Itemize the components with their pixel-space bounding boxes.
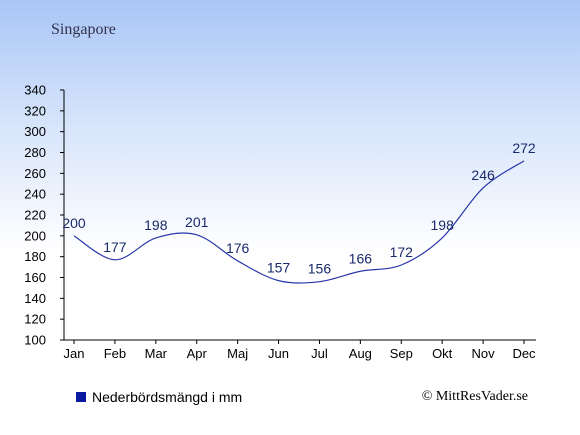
y-tick-label: 140 bbox=[24, 291, 46, 306]
y-tick-label: 340 bbox=[24, 83, 46, 98]
data-label: 166 bbox=[349, 250, 373, 266]
y-tick-label: 200 bbox=[24, 228, 46, 243]
data-label: 201 bbox=[185, 214, 209, 230]
location-title: Singapore bbox=[51, 21, 116, 38]
y-tick-label: 180 bbox=[24, 249, 46, 264]
x-tick-label: Feb bbox=[104, 346, 126, 361]
data-label: 246 bbox=[471, 167, 495, 183]
y-tick-label: 220 bbox=[24, 208, 46, 223]
x-tick-label: Sep bbox=[390, 346, 413, 361]
credit-text: © MittResVader.se bbox=[421, 389, 528, 404]
data-label: 198 bbox=[431, 217, 455, 233]
data-label: 176 bbox=[226, 240, 250, 256]
data-label: 177 bbox=[103, 239, 127, 255]
y-tick-label: 160 bbox=[24, 270, 46, 285]
y-tick-label: 260 bbox=[24, 166, 46, 181]
y-tick-label: 100 bbox=[24, 333, 46, 348]
x-tick-label: Aug bbox=[349, 346, 372, 361]
y-tick-label: 240 bbox=[24, 187, 46, 202]
x-tick-label: Jan bbox=[64, 346, 85, 361]
data-label: 157 bbox=[267, 260, 291, 276]
x-tick-label: Dec bbox=[512, 346, 536, 361]
x-tick-label: Okt bbox=[432, 346, 453, 361]
legend-swatch bbox=[76, 392, 86, 402]
data-label: 200 bbox=[62, 215, 86, 231]
series-line bbox=[73, 160, 525, 284]
y-tick-label: 280 bbox=[24, 145, 46, 160]
data-label: 156 bbox=[308, 261, 332, 277]
y-tick-label: 320 bbox=[24, 103, 46, 118]
y-tick-label: 120 bbox=[24, 312, 46, 327]
data-label: 198 bbox=[144, 217, 168, 233]
x-tick-label: Apr bbox=[187, 346, 208, 361]
x-tick-label: Mar bbox=[145, 346, 168, 361]
y-tick-label: 300 bbox=[24, 124, 46, 139]
data-label: 172 bbox=[390, 244, 414, 260]
x-tick-label: Jun bbox=[268, 346, 289, 361]
x-tick-label: Jul bbox=[311, 346, 328, 361]
data-label: 272 bbox=[512, 140, 536, 156]
legend: Nederbördsmängd i mm bbox=[76, 389, 242, 405]
x-tick-label: Maj bbox=[227, 346, 248, 361]
x-tick-label: Nov bbox=[472, 346, 496, 361]
legend-label: Nederbördsmängd i mm bbox=[92, 389, 243, 405]
